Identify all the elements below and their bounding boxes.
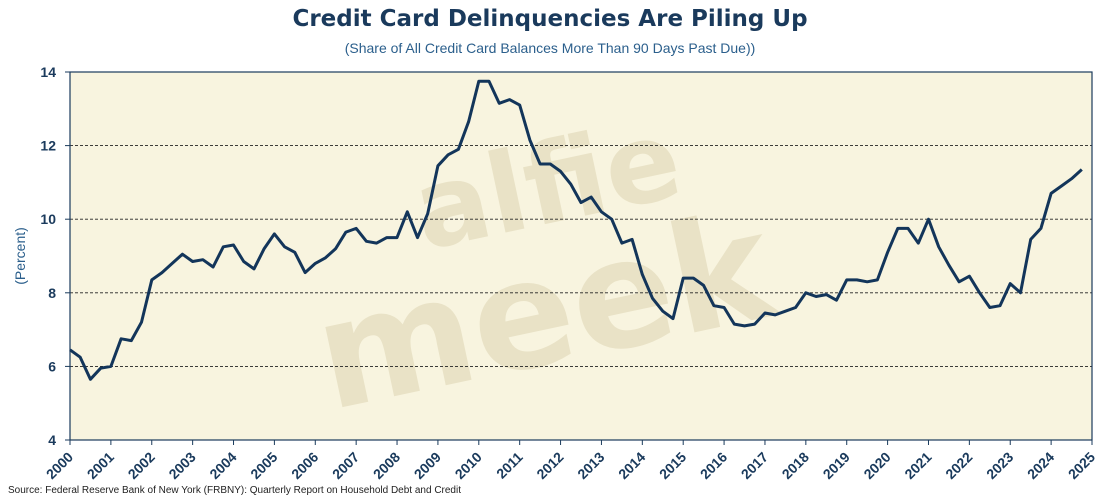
x-tick-label: 2009	[411, 449, 444, 482]
chart-subtitle: (Share of All Credit Card Balances More …	[344, 40, 756, 56]
x-tick-label: 2015	[656, 449, 689, 482]
x-tick-label: 2012	[533, 449, 566, 482]
x-tick-label: 2000	[43, 449, 76, 482]
x-axis: 2000 2001 2002 2003 2004 2005 2006 2007 2008 2009…	[43, 440, 1098, 482]
y-tick-label: 14	[40, 64, 56, 80]
x-tick-label: 2013	[574, 449, 607, 482]
chart-title: Credit Card Delinquencies Are Piling Up	[292, 6, 808, 32]
y-tick-label: 6	[48, 358, 56, 374]
x-tick-label: 2020	[860, 449, 893, 482]
x-tick-label: 2004	[206, 449, 239, 482]
x-tick-label: 2024	[1024, 449, 1057, 482]
series-line	[69, 79, 1083, 381]
x-tick-label: 2002	[125, 449, 158, 482]
y-axis: 4 6 8 10 12 14	[40, 64, 70, 448]
x-tick-label: 2014	[615, 449, 648, 482]
x-tick-label: 2019	[819, 449, 852, 482]
y-tick-label: 8	[48, 285, 56, 301]
x-tick-label: 2018	[779, 449, 812, 482]
x-tick-label: 2021	[901, 449, 934, 482]
x-tick-label: 2011	[493, 449, 526, 482]
x-tick-label: 2010	[452, 449, 485, 482]
x-tick-label: 2022	[942, 449, 975, 482]
x-tick-label: 2001	[84, 449, 117, 482]
data-points	[69, 81, 1082, 380]
x-tick-label: 2007	[329, 449, 362, 482]
y-axis-label: (Percent)	[12, 227, 28, 285]
gridlines	[70, 145, 1092, 367]
y-tick-label: 10	[40, 211, 56, 227]
plot-frame	[69, 71, 1093, 441]
y-tick-label: 4	[48, 432, 56, 448]
x-tick-label: 2017	[738, 449, 771, 482]
x-tick-label: 2005	[247, 449, 280, 482]
source-note: Source: Federal Reserve Bank of New York…	[8, 485, 461, 496]
x-tick-label: 2006	[288, 449, 321, 482]
x-tick-label: 2008	[370, 449, 403, 482]
y-tick-label: 12	[40, 138, 56, 154]
x-tick-label: 2025	[1065, 449, 1098, 482]
x-tick-label: 2023	[983, 449, 1016, 482]
x-tick-label: 2003	[165, 449, 198, 482]
x-tick-label: 2016	[697, 449, 730, 482]
